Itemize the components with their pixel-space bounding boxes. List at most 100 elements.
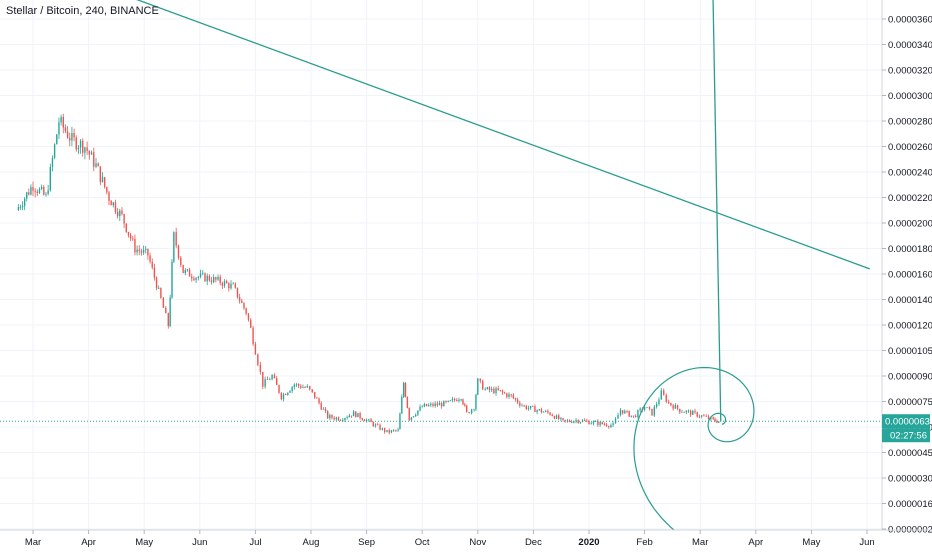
candle [493, 386, 495, 394]
candle [545, 409, 547, 413]
candle [254, 341, 257, 355]
candle [180, 256, 182, 268]
symbol-title[interactable]: Stellar / Bitcoin, 240, BINANCE [6, 5, 159, 17]
candle [685, 410, 687, 415]
candle [306, 384, 308, 388]
candle [443, 400, 445, 407]
time-tick-label: Jun [192, 537, 207, 548]
candle [140, 248, 143, 256]
candle [510, 393, 512, 398]
candle [624, 409, 626, 414]
candle [241, 298, 243, 304]
candle [534, 404, 536, 413]
candle [681, 409, 683, 413]
candle [470, 408, 473, 415]
candle [344, 417, 346, 423]
candle [603, 422, 606, 426]
candle [599, 421, 601, 427]
candle [335, 416, 338, 421]
candle [221, 281, 224, 289]
candle [519, 400, 521, 408]
candle [264, 376, 266, 389]
candle [36, 189, 39, 197]
candle [17, 204, 20, 211]
candle [173, 231, 175, 264]
candle [529, 405, 532, 410]
fibonacci-spiral[interactable] [633, 366, 821, 551]
last-price-badge [882, 414, 930, 429]
candle [127, 231, 130, 238]
candle [177, 244, 180, 260]
candle [38, 187, 41, 195]
candle [635, 414, 637, 418]
candle [390, 429, 393, 434]
candle-series [17, 113, 720, 435]
candle [289, 390, 291, 393]
candle [309, 385, 311, 391]
candle [542, 411, 545, 413]
candle [326, 410, 329, 420]
candle [432, 402, 434, 408]
candle [318, 397, 320, 405]
candle [291, 386, 293, 394]
candle [252, 325, 254, 346]
candle [501, 389, 504, 395]
candle [508, 392, 510, 399]
candle [438, 400, 441, 406]
time-tick-label: Nov [469, 537, 486, 548]
candle [718, 421, 720, 424]
time-axis[interactable]: Mar Apr May Jun Jul Aug Sep Oct Nov Dec 2020 Feb Mar… [0, 529, 932, 548]
candle [266, 376, 269, 380]
candle [112, 201, 115, 208]
candle [337, 416, 340, 422]
candle [456, 398, 458, 402]
candle [158, 285, 160, 290]
candle [191, 273, 193, 282]
drawings-layer[interactable] [16, 0, 871, 551]
candle [206, 273, 208, 286]
candle [700, 414, 703, 419]
candle [145, 245, 147, 254]
candle [451, 396, 454, 403]
trend-line[interactable] [16, 0, 871, 270]
candle [368, 418, 370, 422]
candle [547, 409, 549, 414]
candle [151, 258, 153, 270]
candle [134, 234, 136, 256]
time-tick-label: 2020 [578, 537, 599, 548]
candle [34, 188, 36, 198]
candle [421, 405, 423, 408]
candle [374, 423, 377, 428]
bar-countdown-badge [882, 428, 930, 443]
candle [665, 393, 667, 404]
candle [475, 393, 477, 411]
candle [425, 403, 428, 407]
candle [138, 245, 140, 256]
candle [304, 385, 306, 388]
candle [523, 404, 525, 408]
candle [404, 381, 407, 398]
candle [586, 418, 588, 423]
candle [280, 392, 283, 401]
candle [77, 145, 80, 154]
candle [215, 276, 217, 283]
candle [417, 410, 419, 417]
candle [383, 427, 386, 434]
last-price-labels: 0.00000634 02:27:56 [882, 414, 932, 443]
candle [350, 415, 353, 418]
candle [86, 141, 88, 155]
candle [482, 379, 484, 390]
trend-line[interactable] [711, 0, 722, 422]
candle [284, 393, 287, 396]
candle [601, 421, 603, 425]
candle [359, 411, 361, 420]
candle [379, 423, 381, 431]
candle [458, 397, 460, 403]
candle [282, 392, 285, 402]
candle [30, 184, 32, 196]
